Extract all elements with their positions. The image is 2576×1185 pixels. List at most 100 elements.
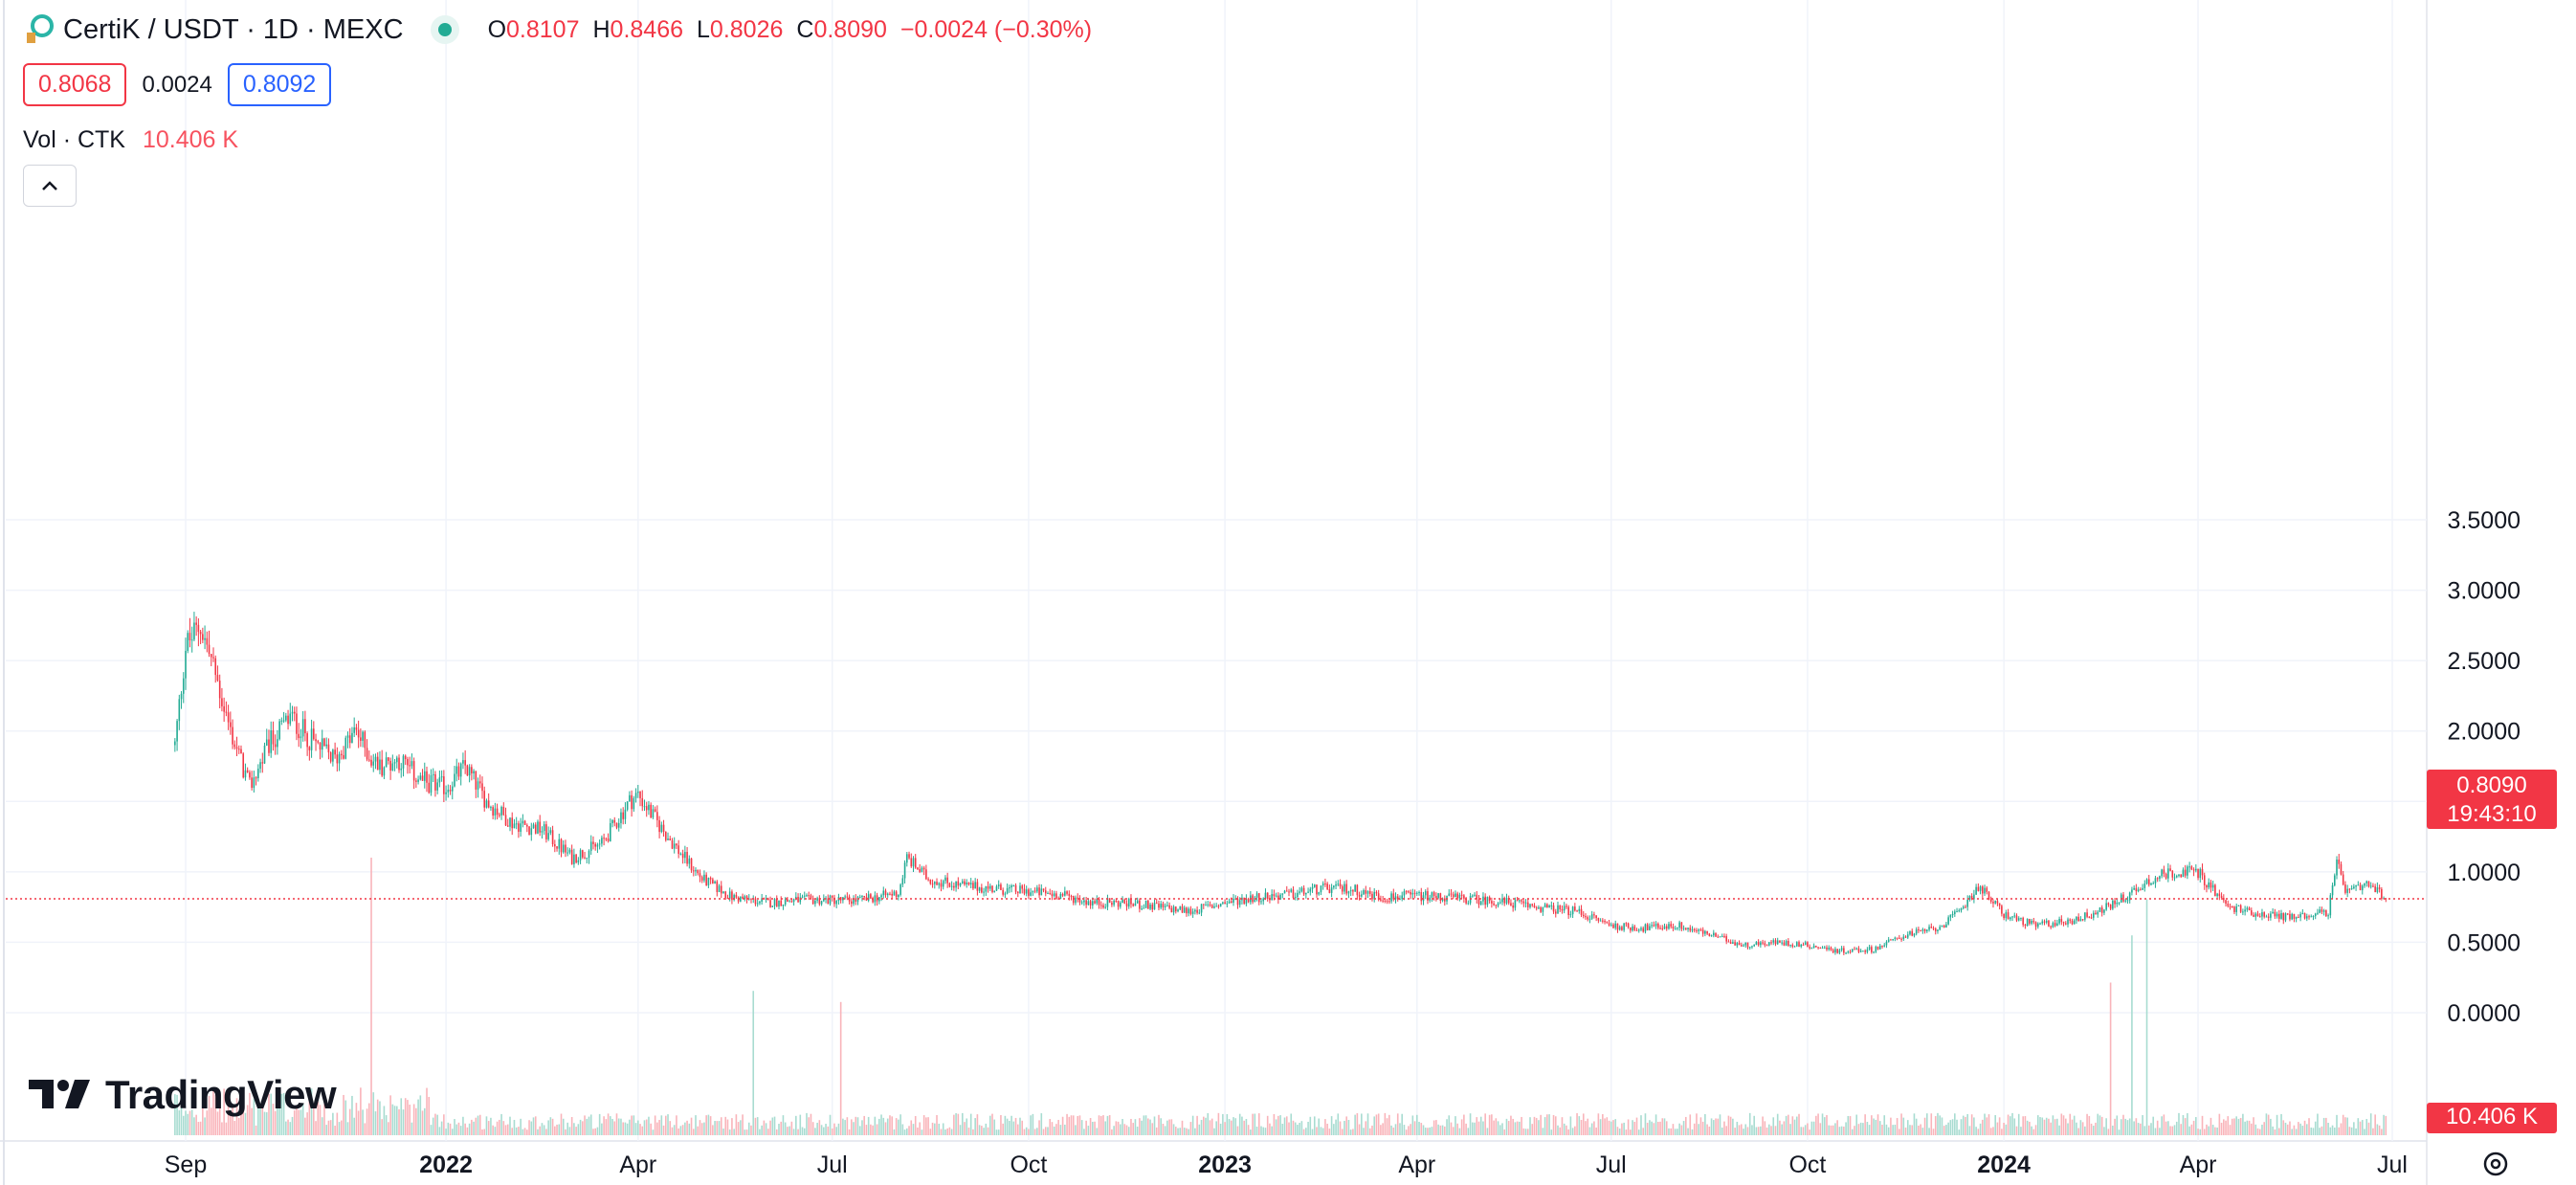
candle-body [487, 800, 490, 808]
candle-body [1471, 895, 1474, 897]
candle-body [1191, 911, 1194, 914]
volume-bar [558, 1124, 561, 1135]
volume-bar [1521, 1116, 1522, 1135]
candle-body [570, 849, 573, 864]
volume-bar [2071, 1119, 2074, 1135]
collapse-legend-button[interactable] [23, 165, 77, 207]
candle-body [1885, 941, 1888, 946]
sell-button[interactable]: 0.8068 [23, 63, 127, 106]
volume-bar [366, 1108, 368, 1135]
spread-value: 0.0024 [142, 71, 212, 98]
volume-bar [1177, 1128, 1179, 1135]
candle-body [1456, 893, 1458, 899]
candle-body [289, 713, 292, 725]
volume-bar [867, 1116, 870, 1135]
volume-bar [648, 1116, 650, 1135]
candle-body [2190, 866, 2193, 870]
volume-bar [383, 1106, 386, 1135]
volume-bar [925, 1117, 927, 1135]
volume-bar [216, 1111, 219, 1135]
candle-body [872, 898, 874, 903]
symbol-title[interactable]: CertiK / USDT · 1D · MEXC [63, 13, 404, 45]
candle-body [185, 650, 187, 679]
candle-body [2251, 910, 2253, 915]
volume-bar [1077, 1115, 1079, 1135]
volume-bar [1727, 1115, 1730, 1135]
candle-body [221, 698, 223, 706]
candle-body [1743, 945, 1744, 947]
volume-bar [1992, 1127, 1994, 1135]
volume-bar [1375, 1114, 1378, 1135]
volume-bar [1949, 1120, 1952, 1135]
volume-bar [1576, 1112, 1578, 1135]
candle-body [740, 896, 742, 902]
candle-body [206, 637, 209, 645]
volume-bar [848, 1129, 851, 1135]
candle-body [1279, 894, 1281, 900]
volume-bar [1294, 1122, 1297, 1135]
volume-bar [876, 1124, 878, 1135]
volume-bar [1059, 1125, 1062, 1135]
candle-body [1463, 895, 1465, 899]
volume-bar [208, 1095, 211, 1135]
candle-body [575, 854, 577, 863]
candle-body [664, 831, 667, 840]
volume-bar [473, 1121, 475, 1135]
candle-body [428, 782, 431, 794]
volume-bar [577, 1124, 580, 1135]
candle-body [2067, 919, 2069, 925]
candle-body [2150, 883, 2152, 885]
candle-body [1729, 942, 1732, 944]
candle-body [1715, 932, 1717, 937]
market-status-icon[interactable] [430, 15, 459, 44]
candle-body [2348, 888, 2351, 890]
volume-bar [490, 1117, 492, 1135]
candle-body [355, 727, 358, 730]
candle-body [1687, 928, 1689, 929]
volume-bar [1181, 1120, 1184, 1135]
volume-bar [523, 1128, 526, 1135]
candle-body [946, 877, 948, 883]
price-axis[interactable]: 3.50003.00002.50002.00001.50001.00000.50… [2448, 507, 2520, 1027]
volume-bar [582, 1121, 584, 1135]
volume-bar [263, 1111, 266, 1135]
volume-bar [993, 1119, 996, 1135]
candle-body [2005, 912, 2008, 919]
candle-body [1807, 942, 1809, 948]
tradingview-brand[interactable]: TradingView [27, 1072, 337, 1118]
candle-body [1621, 927, 1623, 930]
axis-settings-icon[interactable] [2483, 1151, 2508, 1176]
candle-body [1962, 906, 1965, 908]
candle-body [917, 867, 919, 870]
volume-bar [780, 1121, 783, 1135]
candle-body [1377, 893, 1380, 900]
candle-body [1973, 894, 1975, 900]
volume-bar [2220, 1122, 2223, 1135]
candle-body [976, 882, 979, 891]
volume-bar [255, 1125, 257, 1135]
volume-bar [1550, 1129, 1553, 1135]
chevron-up-icon [42, 181, 57, 190]
volume-bar [454, 1119, 455, 1135]
volume-bar [1427, 1128, 1429, 1135]
volume-bar [193, 1117, 195, 1135]
candle-body [733, 894, 735, 901]
volume-bar [1804, 1125, 1807, 1135]
candle-body [332, 749, 334, 762]
volume-bar [1926, 1113, 1928, 1135]
volume-bar [2218, 1113, 2221, 1135]
volume-bar [2165, 1121, 2167, 1135]
time-axis[interactable]: Sep 2022 Apr Jul Oct 2023 Apr Jul Oct 2024 Apr Jul [165, 1151, 2408, 1178]
volume-bar [1657, 1121, 1659, 1135]
candle-body [304, 719, 306, 734]
candle-body [761, 898, 763, 902]
volume-bar [886, 1118, 889, 1135]
candle-body [2254, 913, 2257, 917]
candle-body [1804, 942, 1807, 946]
candle-body [523, 820, 526, 825]
volume-label[interactable]: Vol · CTK [23, 126, 125, 153]
volume-bar [395, 1106, 398, 1135]
volume-bar [1476, 1117, 1478, 1135]
buy-button[interactable]: 0.8092 [227, 63, 332, 106]
